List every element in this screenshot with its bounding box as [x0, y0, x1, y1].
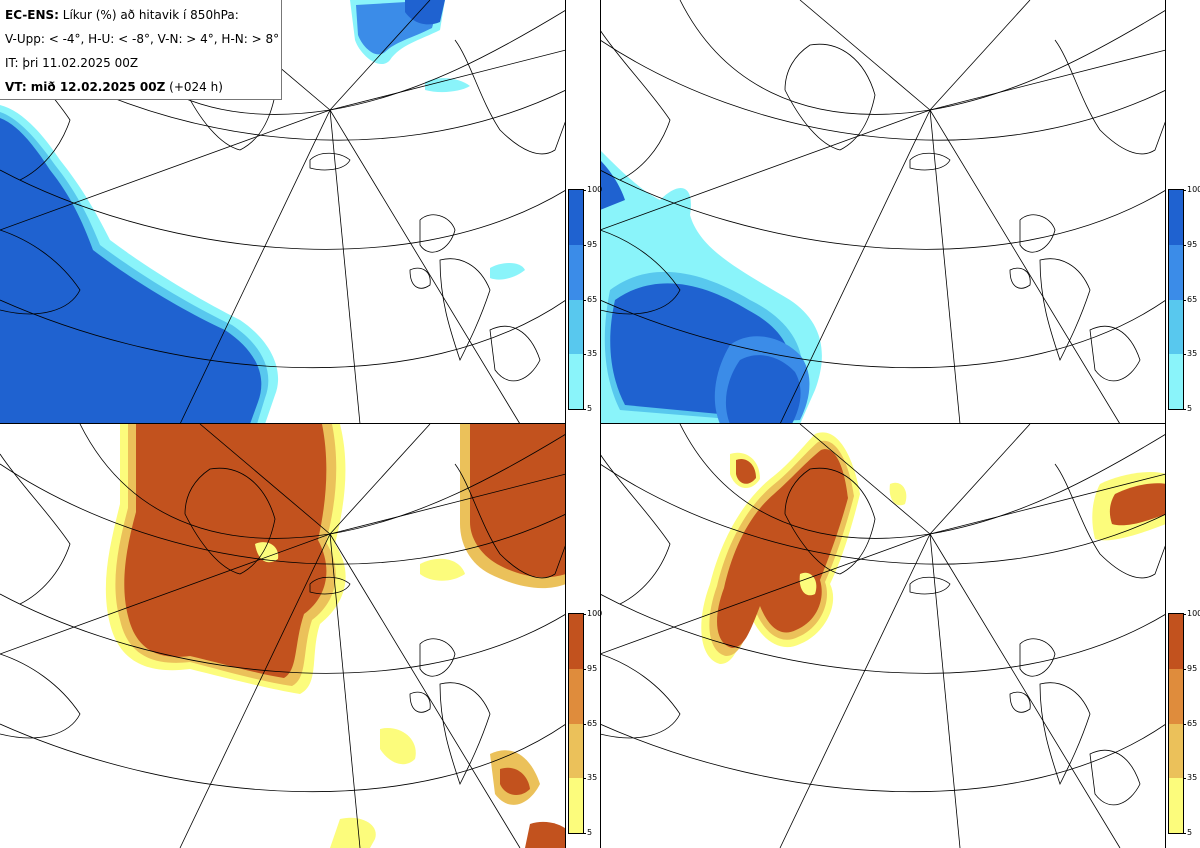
legend-tick-label: 5	[587, 404, 593, 413]
legend-tick	[583, 833, 586, 834]
legend-color-segment	[1169, 778, 1183, 833]
legend-tick	[583, 614, 586, 615]
legend-color-segment	[1169, 668, 1183, 724]
legend-tick	[583, 354, 586, 356]
legend-color-segment	[1169, 299, 1183, 355]
map-panel-v-n	[0, 424, 566, 848]
legend-blue-left: 100 95 65 35 5	[568, 186, 602, 413]
legend-tick	[583, 190, 586, 191]
legend-tick	[583, 409, 586, 410]
panel-divider	[600, 0, 601, 848]
legend-tick-label: 65	[587, 718, 598, 728]
legend-tick	[1183, 354, 1186, 356]
legend-tick-label: 100	[587, 609, 603, 618]
legend-tick-label: 100	[1187, 185, 1200, 194]
map-canvas-v-n	[0, 424, 566, 848]
panel-divider	[1165, 0, 1166, 848]
legend-tick-label: 5	[587, 828, 593, 837]
legend-tick	[1183, 778, 1186, 780]
legend-tick	[1183, 723, 1186, 725]
valid-label: VT: mið 12.02.2025 00Z	[5, 80, 166, 94]
info-title-line: EC-ENS: Líkur (%) að hitavik í 850hPa:	[5, 4, 276, 28]
map-canvas-h-n	[600, 424, 1166, 848]
map-panel-h-u	[600, 0, 1166, 424]
legend-tick	[1183, 668, 1186, 670]
legend-color-segment	[1169, 190, 1183, 245]
coastlines	[600, 453, 1166, 806]
legend-tick	[1183, 244, 1186, 246]
legend-tick-label: 65	[587, 294, 598, 304]
model-label: EC-ENS:	[5, 8, 59, 22]
legend-tick	[1183, 833, 1186, 834]
coastlines	[600, 29, 1166, 382]
legend-brown-left: 100 95 65 35 5	[568, 610, 602, 837]
legend-tick	[583, 668, 586, 670]
panel-divider	[0, 423, 566, 424]
legend-color-segment	[569, 614, 583, 669]
legend-color-segment	[569, 778, 583, 833]
map-canvas-v-upp	[0, 0, 566, 424]
legend-tick-label: 5	[1187, 404, 1193, 413]
legend-color-segment	[569, 723, 583, 779]
legend-color-segment	[1169, 354, 1183, 409]
legend-color-segment	[569, 299, 583, 355]
probability-fill-blue	[600, 150, 822, 424]
legend-tick-label: 100	[1187, 609, 1200, 618]
legend-tick	[583, 299, 586, 301]
legend-color-segment	[1169, 244, 1183, 300]
legend-tick	[583, 723, 586, 725]
coastlines	[0, 453, 566, 786]
legend-tick-label: 65	[1187, 718, 1198, 728]
legend-tick	[1183, 614, 1186, 615]
legend-color-segment	[569, 190, 583, 245]
legend-tick-label: 35	[587, 349, 598, 359]
map-grid	[600, 424, 1166, 848]
legend-tick-label: 35	[1187, 773, 1198, 783]
valid-time-line: VT: mið 12.02.2025 00Z (+024 h)	[5, 76, 276, 100]
valid-offset: (+024 h)	[169, 80, 223, 94]
legend-tick	[1183, 190, 1186, 191]
legend-tick-label: 5	[1187, 828, 1193, 837]
thresholds-line: V-Upp: < -4°, H-U: < -8°, V-N: > 4°, H-N…	[5, 32, 280, 46]
map-panel-h-n	[600, 424, 1166, 848]
map-grid	[0, 424, 566, 848]
legend-tick	[583, 244, 586, 246]
legend-tick	[1183, 409, 1186, 410]
legend-tick-label: 35	[587, 773, 598, 783]
legend-tick-label: 65	[1187, 294, 1198, 304]
legend-tick-label: 95	[587, 239, 598, 249]
legend-color-segment	[1169, 723, 1183, 779]
legend-tick-label: 95	[1187, 239, 1198, 249]
legend-tick	[583, 778, 586, 780]
map-grid	[600, 0, 1166, 424]
legend-blue-right: 100 95 65 35 5	[1168, 186, 1200, 413]
panel-divider	[600, 423, 1166, 424]
legend-tick-label: 95	[1187, 663, 1198, 673]
info-box: EC-ENS: Líkur (%) að hitavik í 850hPa: V…	[0, 0, 282, 100]
initial-time-line: IT: þri 11.02.2025 00Z	[5, 56, 139, 70]
probability-fill-brown	[105, 424, 566, 848]
legend-tick-label: 95	[587, 663, 598, 673]
legend-color-segment	[569, 354, 583, 409]
legend-color-segment	[1169, 614, 1183, 669]
map-canvas-h-u	[600, 0, 1166, 424]
map-panel-v-upp: EC-ENS: Líkur (%) að hitavik í 850hPa: V…	[0, 0, 566, 424]
legend-tick-label: 35	[1187, 349, 1198, 359]
legend-color-segment	[569, 244, 583, 300]
legend-color-segment	[569, 668, 583, 724]
legend-brown-right: 100 95 65 35 5	[1168, 610, 1200, 837]
panel-divider	[565, 0, 566, 848]
legend-tick-label: 100	[587, 185, 603, 194]
probability-fill-brown	[701, 432, 1166, 664]
title-text: Líkur (%) að hitavik í 850hPa:	[62, 8, 239, 22]
legend-tick	[1183, 299, 1186, 301]
probability-fill-blue	[0, 0, 525, 424]
